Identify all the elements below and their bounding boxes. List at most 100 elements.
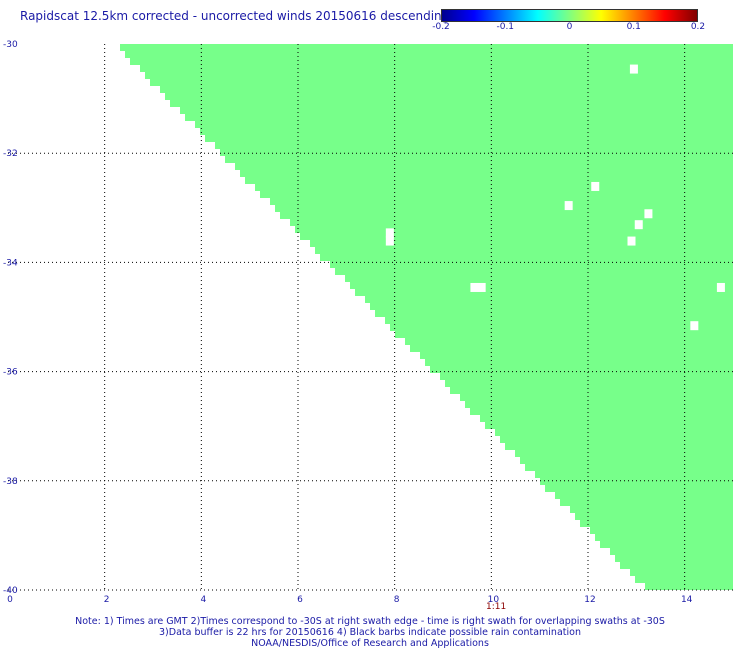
swath-block <box>350 282 733 289</box>
swath-block <box>610 548 733 555</box>
swath-block <box>545 485 733 492</box>
note-line-3: NOAA/NESDIS/Office of Research and Appli… <box>251 638 489 649</box>
data-gap-cell <box>477 282 486 292</box>
swath-block <box>260 191 733 198</box>
swath-block <box>535 471 733 478</box>
swath-block <box>575 513 733 520</box>
swath-block <box>310 240 733 247</box>
lon-tick-label: 8 <box>394 595 400 605</box>
latitude-labels: -30 -32 -34 -36 -38 -40 <box>3 40 18 596</box>
data-gap-cell <box>385 228 394 238</box>
data-gap-cell <box>470 282 479 292</box>
lat-tick-label: -36 <box>3 368 18 378</box>
swath-block <box>195 121 733 128</box>
colorbar-tick-label: 0 <box>566 22 573 32</box>
swath-block <box>645 583 733 590</box>
swath-block <box>140 65 733 72</box>
data-gap-cell <box>716 282 725 292</box>
swath-block <box>485 422 733 429</box>
swath-block <box>185 114 733 121</box>
swath-block <box>445 380 733 387</box>
swath-block <box>275 205 733 212</box>
swath-block <box>495 429 733 436</box>
colorbar-tick-label: -0.2 <box>432 22 450 32</box>
swath-block <box>170 100 733 107</box>
swath-block <box>595 534 733 541</box>
swath-block <box>580 520 733 527</box>
swath-block <box>215 142 733 149</box>
swath-block <box>365 296 733 303</box>
swath-time-label: 1:11 <box>486 602 506 612</box>
swath-block <box>440 373 733 380</box>
swath-block <box>150 79 733 86</box>
swath-block <box>600 541 733 548</box>
swath-layer <box>120 44 733 590</box>
swath-block <box>355 289 733 296</box>
colorbar-tick-label: 0.1 <box>626 22 641 32</box>
swath-block <box>245 177 733 184</box>
swath-block <box>520 457 733 464</box>
swath-block <box>615 555 733 562</box>
lat-tick-label: -34 <box>3 258 18 268</box>
swath-block <box>555 492 733 499</box>
swath-block <box>130 58 733 65</box>
swath-block <box>590 527 733 534</box>
swath-block <box>145 72 733 79</box>
swath-block <box>165 93 733 100</box>
note-line-1: Note: 1) Times are GMT 2)Times correspon… <box>75 616 665 627</box>
swath-block <box>205 135 733 142</box>
swath-block <box>220 149 733 156</box>
swath-block <box>370 303 733 310</box>
swath-block <box>315 247 733 254</box>
swath-block <box>180 107 733 114</box>
map-title: Rapidscat 12.5km corrected - uncorrected… <box>20 9 450 23</box>
colorbar-tick-label: 0.2 <box>690 22 706 32</box>
swath-block <box>225 156 733 163</box>
swath-block <box>290 219 733 226</box>
swath-block <box>620 562 733 569</box>
data-gap-cell <box>385 236 394 246</box>
swath-block <box>410 345 733 352</box>
note-line-2: 3)Data buffer is 22 hrs for 20150616 4) … <box>159 627 581 638</box>
swath-block <box>425 359 733 366</box>
swath-block <box>330 261 733 268</box>
swath-block <box>125 51 733 58</box>
data-gap-cell <box>627 236 636 246</box>
lat-tick-label: -32 <box>3 149 18 159</box>
swath-block <box>395 331 733 338</box>
swath-block <box>560 499 733 506</box>
swath-block <box>280 212 733 219</box>
swath-block <box>255 184 733 191</box>
swath-block <box>525 464 733 471</box>
lon-tick-label: 10 <box>488 595 500 605</box>
swath-block <box>335 268 733 275</box>
lat-tick-label: -30 <box>3 40 18 50</box>
lon-tick-label: 6 <box>297 595 303 605</box>
swath-block <box>460 394 733 401</box>
swath-block <box>375 310 733 317</box>
gridlines <box>8 44 733 591</box>
swath-block <box>405 338 733 345</box>
swath-block <box>240 170 733 177</box>
swath-block <box>450 387 733 394</box>
lon-tick-label: 0 <box>7 595 13 605</box>
data-gap-cell <box>629 64 638 74</box>
swath-block <box>635 576 733 583</box>
lon-tick-label: 14 <box>681 595 693 605</box>
swath-block <box>465 401 733 408</box>
swath-block <box>270 198 733 205</box>
data-gap-cell <box>564 201 573 211</box>
lat-tick-label: -38 <box>3 477 18 487</box>
swath-block <box>570 506 733 513</box>
swath-block <box>295 226 733 233</box>
footnotes: Note: 1) Times are GMT 2)Times correspon… <box>0 616 740 649</box>
swath-block <box>160 86 733 93</box>
lon-tick-label: 2 <box>104 595 110 605</box>
swath-block <box>430 366 733 373</box>
swath-block <box>540 478 733 485</box>
swath-block <box>470 408 733 415</box>
swath-block <box>480 415 733 422</box>
swath-block <box>630 569 733 576</box>
swath-block <box>345 275 733 282</box>
